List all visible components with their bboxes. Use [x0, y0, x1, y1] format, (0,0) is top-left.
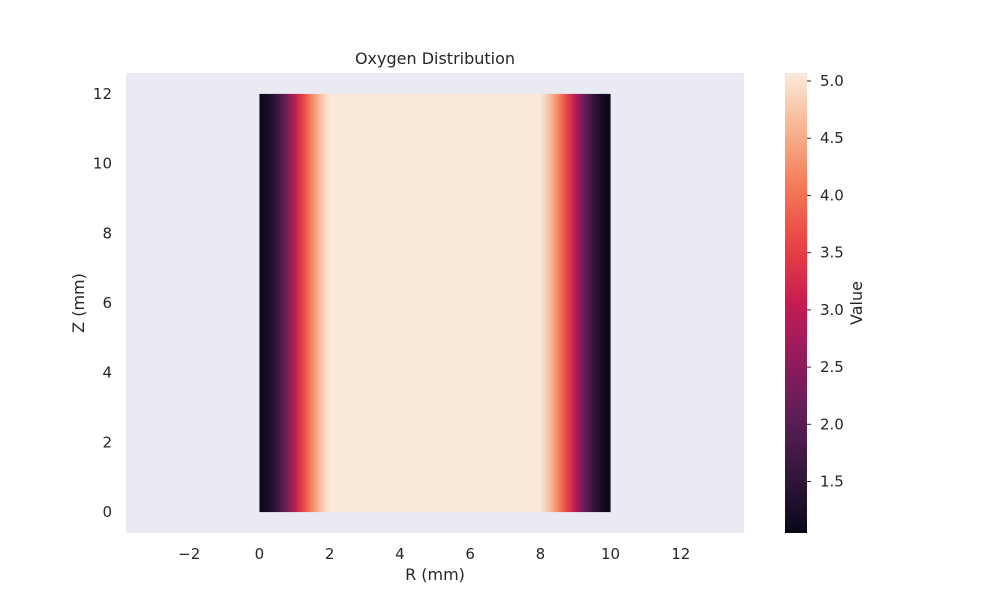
x-axis-ticks: −2 0 2 4 6 8 10 12 — [178, 545, 690, 563]
x-tick-label: 12 — [671, 545, 690, 563]
colorbar-tick-label: 2.0 — [820, 415, 844, 433]
x-tick-label: −2 — [178, 545, 200, 563]
colorbar-tick-label: 3.5 — [820, 244, 844, 262]
y-tick-label: 12 — [93, 85, 112, 103]
colorbar-tick-label: 4.0 — [820, 186, 844, 204]
y-axis-label: Z (mm) — [69, 273, 88, 333]
colorbar-tick-label: 3.0 — [820, 301, 844, 319]
colorbar-tick-label: 5.0 — [820, 72, 844, 90]
y-tick-label: 2 — [102, 433, 112, 451]
y-tick-label: 10 — [93, 155, 112, 173]
y-tick-label: 0 — [102, 503, 112, 521]
colorbar-tick-label: 1.5 — [820, 473, 844, 491]
colorbar-tick-label: 2.5 — [820, 358, 844, 376]
x-tick-label: 4 — [395, 545, 405, 563]
x-tick-label: 10 — [601, 545, 620, 563]
y-tick-label: 8 — [102, 224, 112, 242]
x-tick-label: 8 — [536, 545, 546, 563]
y-tick-label: 4 — [102, 364, 112, 382]
x-tick-label: 6 — [465, 545, 475, 563]
y-axis-ticks: 0 2 4 6 8 10 12 — [93, 85, 112, 521]
colorbar — [785, 73, 807, 533]
x-axis-label: R (mm) — [405, 565, 465, 584]
colorbar-label: Value — [847, 281, 866, 325]
colorbar-ticks: 1.5 2.0 2.5 3.0 3.5 4.0 4.5 5.0 — [807, 72, 844, 491]
colorbar-tick-label: 4.5 — [820, 129, 844, 147]
oxygen-heatmap — [259, 93, 611, 513]
y-tick-label: 6 — [102, 294, 112, 312]
x-tick-label: 2 — [325, 545, 335, 563]
chart-title: Oxygen Distribution — [355, 49, 515, 68]
x-tick-label: 0 — [255, 545, 265, 563]
